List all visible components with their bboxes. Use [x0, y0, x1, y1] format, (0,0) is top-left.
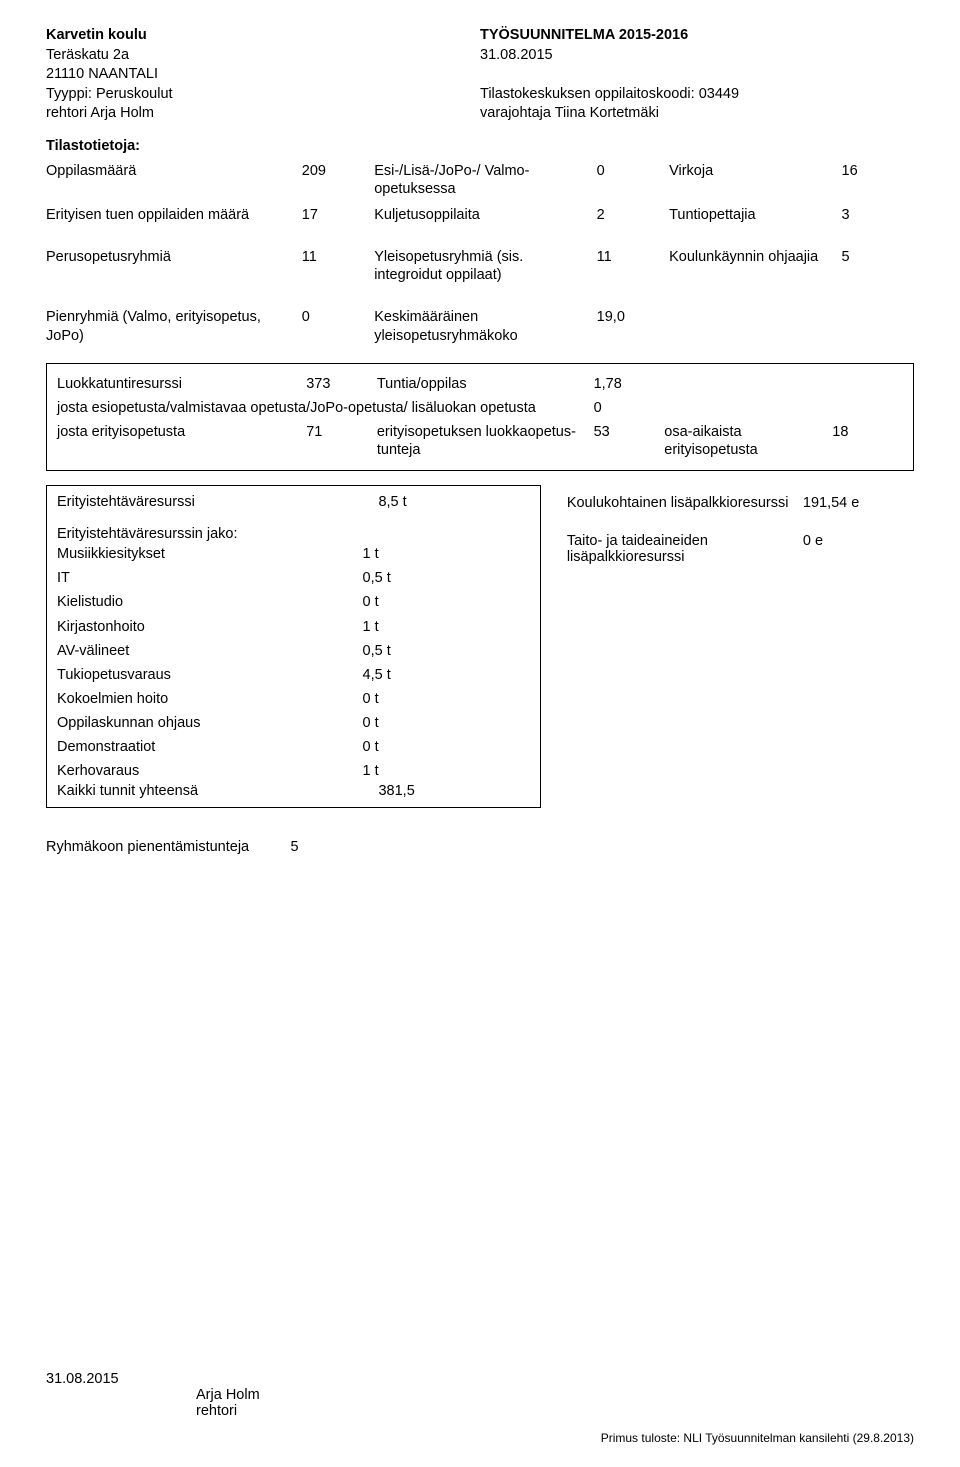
side-metric-value: 191,54 e	[803, 495, 914, 511]
alloc-label: Musiikkiesitykset	[57, 542, 363, 566]
metric-value: 5	[290, 834, 375, 860]
metric-value: 71	[306, 420, 377, 462]
groupsize-block: Ryhmäkoon pienentämistunteja 5	[46, 834, 376, 860]
alloc-heading: Erityistehtäväresurssin jako:	[57, 526, 530, 542]
signature-name: Arja Holm	[196, 1387, 914, 1403]
metric-value: 209	[302, 158, 374, 202]
header: Karvetin koulu Teräskatu 2a 21110 NAANTA…	[46, 26, 914, 124]
header-right: TYÖSUUNNITELMA 2015-2016 31.08.2015 Tila…	[480, 26, 914, 124]
metric-value: 0	[597, 158, 669, 202]
principal: rehtori Arja Holm	[46, 104, 480, 124]
alloc-value: 0 t	[363, 711, 530, 735]
metric-label: Perusopetusryhmiä	[46, 244, 302, 288]
page: Karvetin koulu Teräskatu 2a 21110 NAANTA…	[0, 0, 960, 1467]
street: Teräskatu 2a	[46, 46, 480, 66]
metric-label: Luokkatuntiresurssi	[57, 372, 306, 396]
alloc-value: 0 t	[363, 687, 530, 711]
metric-value: 19,0	[597, 304, 669, 348]
alloc-value: 0,5 t	[363, 566, 530, 590]
metric-value: 0	[594, 396, 665, 420]
total-label: Kaikki tunnit yhteensä	[57, 783, 378, 799]
postal: 21110 NAANTALI	[46, 65, 480, 85]
metric-value: 11	[302, 244, 374, 288]
metric-value: 17	[302, 202, 374, 228]
metric-label: Ryhmäkoon pienentämistunteja	[46, 834, 290, 860]
alloc-label: Kielistudio	[57, 590, 363, 614]
section-heading: Tilastotietoja:	[46, 138, 914, 154]
metric-label: Yleisopetusryhmiä (sis. integroidut oppi…	[374, 244, 596, 288]
alloc-label: AV-välineet	[57, 639, 363, 663]
alloc-value: 1 t	[363, 542, 530, 566]
metric-label: Tuntiopettajia	[669, 202, 841, 228]
metric-value: 1,78	[594, 372, 665, 396]
metric-label: Kuljetusoppilaita	[374, 202, 596, 228]
metric-value: 2	[597, 202, 669, 228]
alloc-table: Musiikkiesitykset1 tIT0,5 tKielistudio0 …	[57, 542, 530, 783]
metric-label: Koulunkäynnin ohjaajia	[669, 244, 841, 288]
metric-label: Virkoja	[669, 158, 841, 202]
doc-date: 31.08.2015	[480, 46, 914, 66]
alloc-label: Kokoelmien hoito	[57, 687, 363, 711]
metric-value: 16	[842, 158, 914, 202]
stats-block-1: Oppilasmäärä 209 Esi-/Lisä-/JoPo-/ Valmo…	[46, 158, 914, 228]
doc-title: TYÖSUUNNITELMA 2015-2016	[480, 26, 914, 46]
print-source: Primus tuloste: NLI Työsuunnitelman kans…	[46, 1431, 914, 1445]
resource-box-2: Erityistehtäväresurssi 8,5 t Erityisteht…	[46, 485, 541, 808]
signature-title: rehtori	[196, 1403, 914, 1419]
metric-label: Tuntia/oppilas	[377, 372, 594, 396]
resource-row: Erityistehtäväresurssi 8,5 t Erityisteht…	[46, 485, 914, 808]
metric-label: Esi-/Lisä-/JoPo-/ Valmo-opetuksessa	[374, 158, 596, 202]
school-name: Karvetin koulu	[46, 26, 480, 46]
metric-value: 373	[306, 372, 377, 396]
metric-value: 11	[597, 244, 669, 288]
alloc-value: 0 t	[363, 590, 530, 614]
footer-date: 31.08.2015	[46, 1371, 914, 1387]
stats-block-3: Pienryhmiä (Valmo, erityisopetus, JoPo) …	[46, 304, 914, 348]
alloc-value: 0,5 t	[363, 639, 530, 663]
alloc-label: Kirjastonhoito	[57, 615, 363, 639]
alloc-value: 0 t	[363, 735, 530, 759]
alloc-value: 1 t	[363, 615, 530, 639]
metric-label: josta esiopetusta/valmistavaa opetusta/J…	[57, 396, 594, 420]
vice-principal: varajohtaja Tiina Kortetmäki	[480, 104, 914, 124]
metric-label: josta erityisopetusta	[57, 420, 306, 462]
alloc-label: Kerhovaraus	[57, 759, 363, 783]
footer: 31.08.2015 Arja Holm rehtori Primus tulo…	[46, 1371, 914, 1445]
metric-value: 5	[842, 244, 914, 288]
alloc-value: 4,5 t	[363, 663, 530, 687]
side-metric-label: Taito- ja taideaineiden lisäpalkkioresur…	[567, 533, 803, 565]
stat-code: Tilastokeskuksen oppilaitoskoodi: 03449	[480, 85, 914, 105]
metric-label: Erityistehtäväresurssi	[57, 494, 378, 510]
metric-label: Keskimääräinen yleisopetusryhmäkoko	[374, 304, 596, 348]
school-type: Tyyppi: Peruskoulut	[46, 85, 480, 105]
metric-label: Pienryhmiä (Valmo, erityisopetus, JoPo)	[46, 304, 302, 348]
alloc-label: Oppilaskunnan ohjaus	[57, 711, 363, 735]
alloc-value: 1 t	[363, 759, 530, 783]
metric-value: 0	[302, 304, 374, 348]
side-metrics: Koulukohtainen lisäpalkkioresurssi191,54…	[567, 485, 914, 565]
stats-block-2: Perusopetusryhmiä 11 Yleisopetusryhmiä (…	[46, 244, 914, 288]
metric-label: erityisopetuksen luokkaopetus-tunteja	[377, 420, 594, 462]
side-metric-value: 0 e	[803, 533, 914, 565]
metric-label: osa-aikaista erityisopetusta	[664, 420, 832, 462]
side-metric-label: Koulukohtainen lisäpalkkioresurssi	[567, 495, 803, 511]
resource-box-2-wrap: Erityistehtäväresurssi 8,5 t Erityisteht…	[46, 485, 541, 808]
resource-box-1: Luokkatuntiresurssi 373 Tuntia/oppilas 1…	[46, 363, 914, 472]
metric-value: 3	[842, 202, 914, 228]
metric-label: Erityisen tuen oppilaiden määrä	[46, 202, 302, 228]
alloc-label: Tukiopetusvaraus	[57, 663, 363, 687]
metric-label: Oppilasmäärä	[46, 158, 302, 202]
metric-value: 8,5 t	[378, 494, 529, 510]
alloc-label: Demonstraatiot	[57, 735, 363, 759]
metric-value: 18	[832, 420, 903, 462]
header-left: Karvetin koulu Teräskatu 2a 21110 NAANTA…	[46, 26, 480, 124]
metric-value: 53	[594, 420, 665, 462]
alloc-label: IT	[57, 566, 363, 590]
total-value: 381,5	[378, 783, 529, 799]
box1-table: Luokkatuntiresurssi 373 Tuntia/oppilas 1…	[57, 372, 903, 463]
